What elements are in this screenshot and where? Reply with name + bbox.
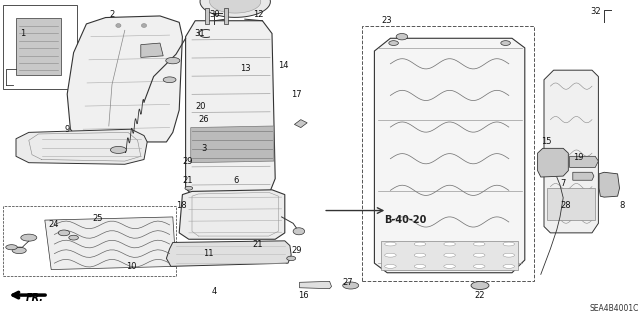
Text: 19: 19 <box>573 153 583 162</box>
Ellipse shape <box>141 24 147 27</box>
Polygon shape <box>16 129 147 164</box>
Polygon shape <box>210 0 261 13</box>
Text: 15: 15 <box>541 137 551 146</box>
Polygon shape <box>179 190 285 239</box>
Bar <box>3 5 77 89</box>
Text: 29: 29 <box>182 157 193 166</box>
Text: 9: 9 <box>65 125 70 134</box>
Ellipse shape <box>503 264 515 268</box>
Ellipse shape <box>474 242 485 246</box>
Text: 14: 14 <box>278 61 289 70</box>
Bar <box>3 206 176 276</box>
Bar <box>362 26 534 281</box>
Ellipse shape <box>474 253 485 257</box>
Polygon shape <box>166 241 291 266</box>
Text: 32: 32 <box>590 7 600 16</box>
Polygon shape <box>599 172 620 197</box>
Ellipse shape <box>503 253 515 257</box>
Text: FR.: FR. <box>26 293 44 303</box>
Polygon shape <box>374 38 525 273</box>
Polygon shape <box>573 172 594 180</box>
Text: 29: 29 <box>291 246 301 255</box>
Ellipse shape <box>343 282 359 289</box>
Ellipse shape <box>414 264 426 268</box>
Text: 30: 30 <box>209 10 220 19</box>
Ellipse shape <box>58 230 70 236</box>
Polygon shape <box>186 21 275 198</box>
Polygon shape <box>16 18 61 75</box>
Text: 22: 22 <box>475 291 485 300</box>
Text: 1: 1 <box>20 29 25 38</box>
Polygon shape <box>570 156 598 167</box>
Text: 24: 24 <box>48 220 58 229</box>
Bar <box>224 8 228 24</box>
Polygon shape <box>538 148 568 177</box>
Ellipse shape <box>12 247 26 254</box>
Ellipse shape <box>388 41 398 45</box>
Ellipse shape <box>116 24 121 27</box>
Text: 21: 21 <box>182 176 193 185</box>
Ellipse shape <box>414 242 426 246</box>
Ellipse shape <box>500 41 511 45</box>
Text: 4: 4 <box>212 287 217 296</box>
Ellipse shape <box>414 253 426 257</box>
Text: 13: 13 <box>240 64 251 73</box>
Polygon shape <box>294 120 307 128</box>
Ellipse shape <box>385 242 396 246</box>
Polygon shape <box>45 217 176 270</box>
Text: 3: 3 <box>202 144 207 153</box>
Polygon shape <box>300 281 332 289</box>
Ellipse shape <box>385 253 396 257</box>
Ellipse shape <box>293 228 305 235</box>
Ellipse shape <box>385 264 396 268</box>
Text: 20: 20 <box>195 102 205 111</box>
Text: SEA4B4001C: SEA4B4001C <box>589 304 639 313</box>
Polygon shape <box>191 126 274 163</box>
Ellipse shape <box>444 242 455 246</box>
Ellipse shape <box>163 77 176 83</box>
Ellipse shape <box>503 242 515 246</box>
Ellipse shape <box>110 146 126 153</box>
Polygon shape <box>141 43 163 57</box>
Text: B-40-20: B-40-20 <box>384 215 426 225</box>
Ellipse shape <box>444 253 455 257</box>
Polygon shape <box>67 16 182 142</box>
Text: 12: 12 <box>253 10 263 19</box>
Polygon shape <box>547 188 595 220</box>
Polygon shape <box>381 241 518 270</box>
Ellipse shape <box>185 186 193 190</box>
Text: 28: 28 <box>560 201 571 210</box>
Text: 2: 2 <box>109 10 115 19</box>
Ellipse shape <box>166 57 180 64</box>
Ellipse shape <box>444 264 455 268</box>
Polygon shape <box>544 70 598 233</box>
Ellipse shape <box>69 235 79 240</box>
Ellipse shape <box>471 282 489 290</box>
Bar <box>205 8 209 24</box>
Ellipse shape <box>20 234 36 241</box>
Ellipse shape <box>474 264 485 268</box>
Ellipse shape <box>6 245 17 250</box>
Text: 10: 10 <box>126 262 136 271</box>
Text: 26: 26 <box>198 115 209 124</box>
Text: 21: 21 <box>253 240 263 249</box>
Ellipse shape <box>287 256 296 261</box>
Text: 25: 25 <box>93 214 103 223</box>
Text: 11: 11 <box>203 249 213 258</box>
Text: 18: 18 <box>176 201 187 210</box>
Text: 6: 6 <box>234 176 239 185</box>
Ellipse shape <box>396 33 408 40</box>
Text: 27: 27 <box>342 278 353 287</box>
Polygon shape <box>200 0 270 17</box>
Text: 31: 31 <box>195 29 205 38</box>
Text: 17: 17 <box>291 90 302 99</box>
Text: 7: 7 <box>560 179 565 188</box>
Text: 23: 23 <box>382 16 392 25</box>
Text: 8: 8 <box>619 201 624 210</box>
Text: 16: 16 <box>298 291 308 300</box>
